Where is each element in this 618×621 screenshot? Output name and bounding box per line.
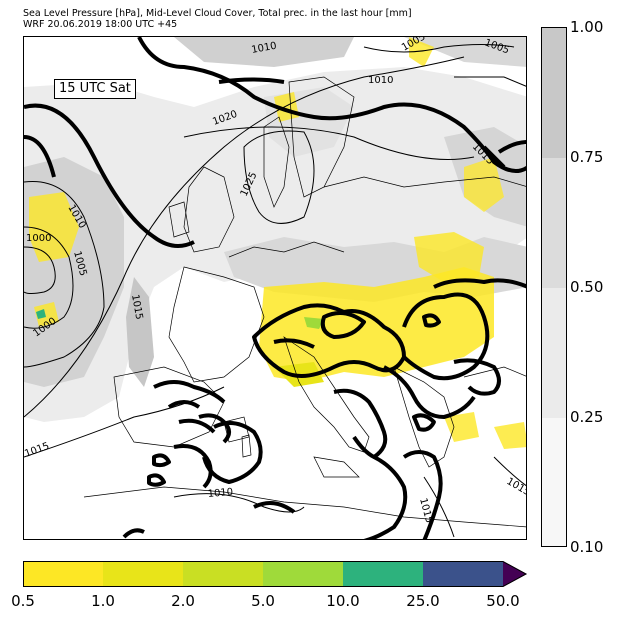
isobar-label: 1015 bbox=[505, 476, 528, 498]
cloud-region bbox=[174, 37, 354, 67]
precip-area bbox=[274, 92, 299, 122]
precip-tick-label: 2.0 bbox=[171, 592, 195, 610]
precip-colorbar-extend-arrow bbox=[503, 561, 527, 587]
isobar-label: 1015 bbox=[129, 294, 144, 321]
cloud-region bbox=[126, 277, 154, 387]
cloud-tick-label: 0.75 bbox=[570, 148, 604, 166]
precip-area bbox=[36, 309, 46, 319]
precip-area bbox=[444, 412, 479, 442]
map-title: Sea Level Pressure [hPa], Mid-Level Clou… bbox=[23, 8, 412, 19]
isobar-label: 1010 bbox=[207, 487, 233, 500]
precip-colorbar-segment bbox=[183, 561, 263, 587]
cloud-colorbar-segment bbox=[542, 288, 566, 418]
coastlines bbox=[83, 76, 526, 528]
cloud-colorbar-segment bbox=[542, 158, 566, 288]
precipitation-colorbar bbox=[23, 561, 527, 587]
cloud-tick-label: 0.10 bbox=[570, 538, 604, 556]
cloud-tick-label: 0.25 bbox=[570, 408, 604, 426]
isobar-label: 1015 bbox=[417, 497, 434, 524]
isobar-label: 1000 bbox=[26, 233, 51, 244]
precip-area bbox=[414, 232, 484, 282]
precip-area bbox=[304, 317, 324, 329]
cloud-cover-colorbar bbox=[541, 27, 567, 547]
precip-tick-label: 10.0 bbox=[326, 592, 360, 610]
cloud-tick-label: 1.00 bbox=[570, 18, 604, 36]
isobar-label: 1010 bbox=[368, 75, 393, 86]
precip-colorbar-segment bbox=[23, 561, 103, 587]
precip-tick-label: 1.0 bbox=[91, 592, 115, 610]
forecast-time-label: 15 UTC Sat bbox=[54, 79, 136, 99]
map-panel: 1010 1005 1005 1010 1020 1015 1025 1010 … bbox=[23, 36, 527, 540]
precip-tick-label: 5.0 bbox=[251, 592, 275, 610]
cloud-tick-label: 0.50 bbox=[570, 278, 604, 296]
precip-tick-label: 25.0 bbox=[406, 592, 440, 610]
isobar-label: 1015 bbox=[24, 441, 51, 460]
weather-map: 1010 1005 1005 1010 1020 1015 1025 1010 … bbox=[24, 37, 528, 539]
precip-colorbar-segment bbox=[103, 561, 183, 587]
precip-colorbar-segment bbox=[423, 561, 503, 587]
cloud-colorbar-segment bbox=[542, 418, 566, 546]
precip-area bbox=[409, 37, 434, 67]
isobars bbox=[24, 44, 526, 538]
precip-area bbox=[29, 192, 79, 262]
precip-area bbox=[494, 422, 526, 449]
precip-area bbox=[464, 157, 504, 212]
precip-colorbar-segment bbox=[343, 561, 423, 587]
precip-tick-label: 50.0 bbox=[486, 592, 520, 610]
isobar-label: 1010 bbox=[251, 41, 278, 56]
cloud-colorbar-segment bbox=[542, 28, 566, 158]
precip-tick-label: 0.5 bbox=[11, 592, 35, 610]
thick-contours bbox=[24, 37, 526, 539]
map-subtitle: WRF 20.06.2019 18:00 UTC +45 bbox=[23, 19, 178, 30]
precip-area bbox=[34, 302, 59, 327]
precip-colorbar-segment bbox=[263, 561, 343, 587]
